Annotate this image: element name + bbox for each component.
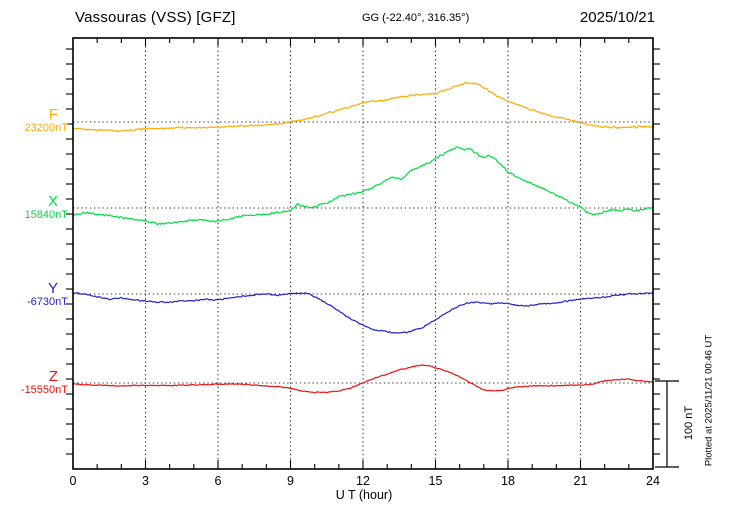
geographic-coordinates: GG (-22.40°, 316.35°) [362, 12, 470, 24]
component-baseline-f: 23200nT [24, 122, 68, 134]
component-label-z: Z [48, 368, 58, 385]
component-label-x: X [47, 193, 58, 210]
x-tick-label: 9 [287, 474, 294, 488]
x-tick-label: 15 [428, 474, 443, 488]
station-title: Vassouras (VSS) [GFZ] [75, 9, 236, 26]
x-tick-label: 12 [356, 474, 370, 488]
component-label-f: F [48, 106, 58, 123]
component-baseline-y: -6730nT [27, 296, 68, 308]
x-tick-label: 21 [573, 474, 588, 488]
x-tick-label: 3 [142, 474, 149, 488]
component-label-y: Y [47, 280, 58, 297]
x-axis-title: U T (hour) [335, 488, 393, 502]
x-tick-label: 24 [646, 474, 660, 488]
scale-bar-label: 100 nT [683, 405, 695, 441]
component-baseline-x: 15840nT [24, 209, 68, 221]
component-baseline-z: -15550nT [20, 384, 68, 396]
x-tick-label: 0 [69, 474, 77, 488]
x-tick-label: 18 [501, 474, 515, 488]
plot-date: 2025/10/21 [579, 9, 655, 26]
plotted-at-note: Plotted at 2025/11/21 00:46 UT [703, 334, 715, 467]
x-tick-label: 6 [214, 474, 222, 488]
